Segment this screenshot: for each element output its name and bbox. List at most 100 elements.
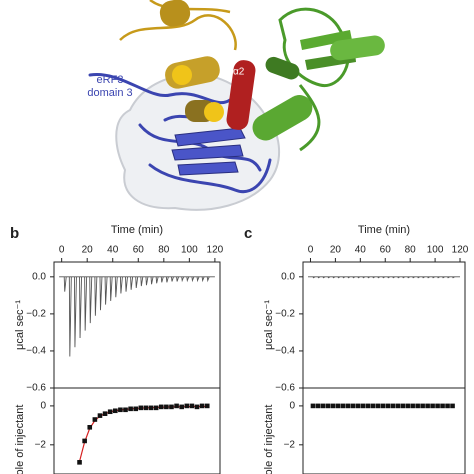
x-tick-label: 120	[452, 245, 469, 256]
injection-peak	[84, 276, 88, 331]
data-point	[425, 403, 430, 409]
y-tick-label: −2	[35, 439, 47, 450]
injection-peak	[392, 276, 395, 279]
axes-box	[302, 261, 466, 389]
injection-peak	[63, 276, 67, 292]
data-point	[435, 403, 440, 409]
injection-peak	[442, 276, 445, 279]
data-point	[199, 403, 205, 409]
y-tick-label: −2	[284, 439, 296, 450]
injection-peak	[145, 276, 149, 286]
injection-peak	[165, 276, 169, 283]
x-tick-label: 20	[330, 245, 342, 256]
data-point	[385, 403, 391, 409]
x-axis-label: Time (min)	[111, 224, 163, 236]
y-tick-label: −0.2	[275, 309, 295, 320]
x-tick-label: 60	[133, 245, 145, 256]
data-point	[315, 403, 321, 409]
data-point	[405, 403, 410, 409]
data-point	[365, 403, 371, 409]
y-axis-label: ole of injectant	[263, 405, 275, 474]
x-tick-label: 120	[207, 245, 224, 256]
injection-peak	[357, 276, 361, 279]
data-point	[143, 405, 149, 411]
x-tick-label: 20	[82, 245, 94, 256]
data-point	[179, 404, 184, 410]
injection-peak	[119, 276, 123, 294]
data-point	[153, 405, 159, 411]
protein-structure: α2 eRF3 domain 3	[87, 0, 385, 211]
data-point	[148, 405, 154, 411]
injection-peak	[99, 276, 103, 311]
data-point	[375, 403, 381, 409]
injection-peak	[160, 276, 164, 283]
data-point	[400, 403, 405, 409]
y-tick-label: −0.4	[26, 346, 46, 357]
data-point	[138, 405, 144, 411]
domain-label: domain 3	[87, 87, 132, 99]
x-tick-label: 40	[355, 245, 367, 256]
data-point	[320, 403, 326, 409]
data-point	[174, 403, 179, 409]
injection-peak	[79, 276, 82, 338]
data-point	[390, 403, 396, 409]
y-tick-label: 0	[40, 401, 46, 412]
data-point	[158, 404, 164, 410]
injection-peak	[387, 276, 390, 279]
data-point	[164, 404, 169, 410]
x-tick-label: 100	[181, 245, 198, 256]
injection-peak	[109, 276, 113, 301]
injection-peak	[114, 276, 118, 298]
injection-peak	[397, 276, 400, 279]
data-point	[87, 425, 93, 430]
injection-peak	[347, 276, 351, 279]
panel-label: b	[10, 225, 19, 242]
injection-peak	[68, 276, 72, 357]
axes-box	[302, 387, 466, 474]
data-point	[360, 403, 366, 409]
injection-peak	[73, 276, 77, 348]
injection-peak	[317, 276, 321, 279]
injection-peak	[402, 276, 405, 279]
data-point	[112, 408, 118, 414]
data-point	[415, 403, 420, 409]
injection-peak	[206, 276, 210, 283]
data-point	[194, 404, 200, 410]
y-axis-label: ole of injectant	[14, 405, 26, 474]
data-point	[118, 407, 123, 413]
gold-helices	[159, 0, 224, 122]
injection-peak	[94, 276, 98, 316]
data-point	[204, 403, 210, 409]
green-domain	[252, 7, 385, 152]
data-point	[310, 403, 316, 409]
injection-peak	[352, 276, 356, 279]
x-tick-label: 80	[405, 245, 417, 256]
x-tick-label: 80	[158, 245, 170, 256]
data-point	[128, 406, 133, 412]
axes-box	[53, 387, 221, 474]
injection-peak	[196, 276, 200, 283]
injection-peak	[372, 276, 376, 279]
injection-peak	[362, 276, 366, 279]
data-point	[325, 403, 331, 409]
helix-a2	[226, 60, 256, 130]
injection-peak	[201, 276, 205, 283]
data-point	[430, 403, 435, 409]
x-tick-label: 0	[308, 245, 314, 256]
injection-peak	[125, 276, 128, 292]
data-point	[440, 403, 445, 409]
data-point	[410, 403, 415, 409]
data-point	[133, 406, 139, 412]
panel-label: c	[244, 225, 252, 242]
injection-peak	[150, 276, 154, 285]
injection-peak	[427, 276, 430, 279]
injection-peak	[382, 276, 385, 279]
data-point	[123, 407, 128, 413]
injection-peak	[171, 276, 174, 282]
data-point	[169, 404, 174, 410]
data-point	[92, 417, 98, 422]
protein-label: eRF3	[97, 74, 124, 86]
injection-peak	[322, 276, 326, 279]
injection-peak	[181, 276, 185, 283]
